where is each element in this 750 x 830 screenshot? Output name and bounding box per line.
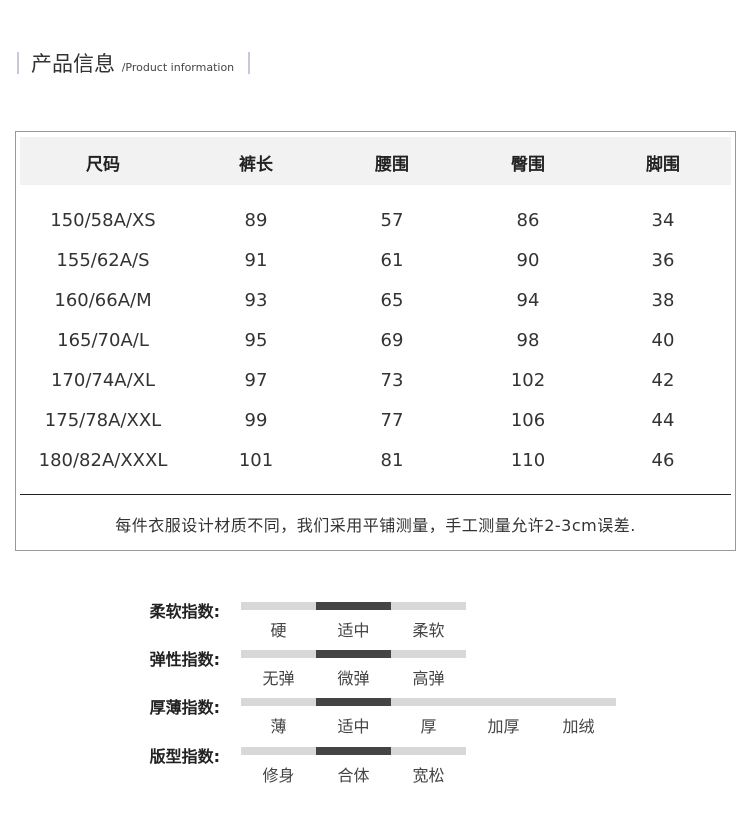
table-cell: 40 (651, 330, 675, 351)
table-cell: 170/74A/XL (50, 370, 156, 391)
table-cell: 86 (516, 210, 540, 231)
table-cell: 46 (651, 450, 675, 471)
table-cell: 94 (516, 290, 540, 311)
table-cell: 65 (380, 290, 404, 311)
table-cell: 34 (651, 210, 675, 231)
table-cell: 44 (651, 410, 675, 431)
table-cell: 99 (244, 410, 268, 431)
table-cell: 69 (380, 330, 404, 351)
index-option: 薄 (270, 717, 287, 736)
index-option: 加绒 (562, 717, 595, 736)
table-cell: 150/58A/XS (50, 210, 156, 231)
title-right-bar (248, 52, 250, 74)
index-option: 高弹 (412, 669, 445, 688)
section-title: 产品信息 /Product information (31, 48, 234, 78)
divider (20, 494, 731, 495)
table-cell: 155/62A/S (56, 250, 150, 271)
title-cn: 产品信息 (31, 52, 115, 76)
title-sep: / (121, 61, 126, 74)
column-header: 脚围 (646, 155, 680, 175)
table-cell: 73 (380, 370, 404, 391)
table-cell: 36 (651, 250, 675, 271)
index-option: 厚 (420, 717, 437, 736)
table-cell: 98 (516, 330, 540, 351)
index-option: 加厚 (487, 717, 520, 736)
table-cell: 61 (380, 250, 404, 271)
table-cell: 38 (651, 290, 675, 311)
table-cell: 77 (380, 410, 404, 431)
index-option: 微弹 (337, 669, 370, 688)
table-cell: 57 (380, 210, 404, 231)
table-cell: 101 (238, 450, 274, 471)
title-en: Product information (125, 61, 235, 74)
table-cell: 165/70A/L (57, 330, 149, 351)
index-label: 柔软指数: (149, 602, 220, 621)
index-bar-segment (391, 650, 466, 658)
measurement-note: 每件衣服设计材质不同，我们采用平铺测量，手工测量允许2-3cm误差. (115, 516, 636, 535)
index-label: 版型指数: (149, 747, 220, 766)
index-bar-segment (316, 602, 391, 610)
table-cell: 95 (244, 330, 268, 351)
column-header: 腰围 (375, 155, 409, 175)
index-bar-segment (316, 650, 391, 658)
table-cell: 91 (244, 250, 268, 271)
index-option: 修身 (262, 766, 295, 785)
table-cell: 106 (510, 410, 546, 431)
table-cell: 175/78A/XXL (44, 410, 162, 431)
table-header (20, 137, 731, 185)
index-option: 无弹 (262, 669, 295, 688)
table-cell: 81 (380, 450, 404, 471)
index-bar-segment (316, 698, 391, 706)
index-bar-segment (241, 602, 316, 610)
index-option: 合体 (337, 766, 370, 785)
index-bar-segment (391, 698, 466, 706)
index-bar-segment (466, 698, 541, 706)
table-cell: 102 (510, 370, 546, 391)
index-bar-segment (316, 747, 391, 755)
index-option: 适中 (337, 621, 370, 640)
index-option: 硬 (270, 621, 287, 640)
table-cell: 90 (516, 250, 540, 271)
index-bar-segment (391, 602, 466, 610)
index-bar-segment (391, 747, 466, 755)
index-option: 宽松 (412, 766, 445, 785)
table-cell: 97 (244, 370, 268, 391)
index-option: 柔软 (412, 621, 445, 640)
table-cell: 93 (244, 290, 268, 311)
column-header: 裤长 (239, 155, 273, 175)
table-cell: 180/82A/XXXL (38, 450, 168, 471)
column-header: 臀围 (511, 155, 545, 175)
column-header: 尺码 (86, 155, 120, 175)
size-table (15, 131, 736, 551)
index-label: 厚薄指数: (149, 698, 220, 717)
table-cell: 89 (244, 210, 268, 231)
index-bar-segment (241, 747, 316, 755)
index-bar-segment (241, 698, 316, 706)
index-bar-segment (241, 650, 316, 658)
index-bar-segment (541, 698, 616, 706)
title-left-bar (17, 52, 19, 74)
table-cell: 110 (510, 450, 546, 471)
index-option: 适中 (337, 717, 370, 736)
table-cell: 160/66A/M (54, 290, 152, 311)
index-label: 弹性指数: (149, 650, 220, 669)
table-cell: 42 (651, 370, 675, 391)
